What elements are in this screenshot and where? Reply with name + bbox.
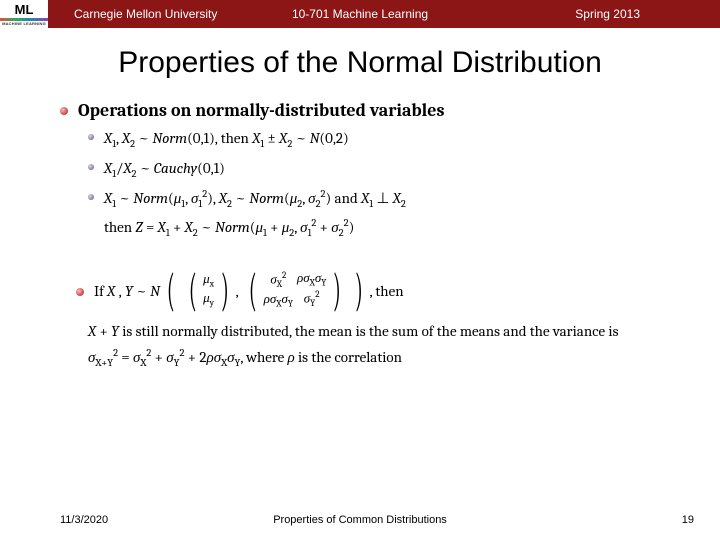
- header-course: 10-701 Machine Learning: [292, 7, 428, 21]
- list-item-continuation: then Z = X1 + X2 ~ Norm(μ1 + μ2, σ12 + σ…: [104, 216, 665, 242]
- slide-content: Operations on normally-distributed varia…: [0, 80, 720, 369]
- section-heading-text: Operations on normally-distributed varia…: [78, 100, 444, 121]
- list-item: X1 ~ Norm(μ1, σ12), X2 ~ Norm(μ2, σ22) a…: [88, 187, 665, 213]
- section-heading: Operations on normally-distributed varia…: [60, 100, 665, 121]
- mean-vector: ( μxμy ): [184, 268, 234, 314]
- bivariate-section: If X , Y ~ N ( ( μxμy ) , ( σX2ρσXσY ρσX…: [60, 268, 665, 369]
- bivariate-lead: If X , Y ~ N ( ( μxμy ) , ( σX2ρσXσY ρσX…: [76, 268, 665, 314]
- footer-title: Properties of Common Distributions: [273, 514, 447, 526]
- footer-date: 11/3/2020: [60, 514, 108, 526]
- close-paren-outer: ): [350, 268, 368, 314]
- bivariate-equation: σX+Y2 = σX2 + σY2 + 2ρσXσY, where ρ is t…: [88, 347, 665, 369]
- list-item: X1/X2 ~ Cauchy(0,1): [88, 157, 665, 183]
- header-semester: Spring 2013: [575, 7, 640, 21]
- footer: 11/3/2020 Properties of Common Distribut…: [0, 514, 720, 526]
- slide: ML MACHINE LEARNING Carnegie Mellon Univ…: [0, 0, 720, 540]
- ml-logo: ML MACHINE LEARNING: [0, 0, 48, 28]
- logo-text: ML: [0, 2, 48, 17]
- cov-matrix: ( σX2ρσXσY ρσXσYσY2 ): [244, 268, 346, 314]
- footer-page-number: 19: [682, 514, 694, 526]
- bullet-purple-icon: [88, 194, 94, 200]
- header-university: Carnegie Mellon University: [74, 7, 217, 21]
- bullet-red-icon: [76, 288, 84, 296]
- bullet-purple-icon: [88, 164, 94, 170]
- header-bar: ML MACHINE LEARNING Carnegie Mellon Univ…: [0, 0, 720, 28]
- bivariate-followup: X + Y is still normally distributed, the…: [88, 320, 665, 343]
- bullet-red-icon: [60, 107, 68, 115]
- bullet-purple-icon: [88, 134, 94, 140]
- list-item: X1, X2 ~ Norm(0,1), then X1 ± X2 ~ N(0,2…: [88, 127, 665, 153]
- slide-title: Properties of the Normal Distribution: [0, 46, 720, 80]
- logo-subtitle: MACHINE LEARNING: [0, 21, 48, 26]
- open-paren-outer: (: [162, 268, 180, 314]
